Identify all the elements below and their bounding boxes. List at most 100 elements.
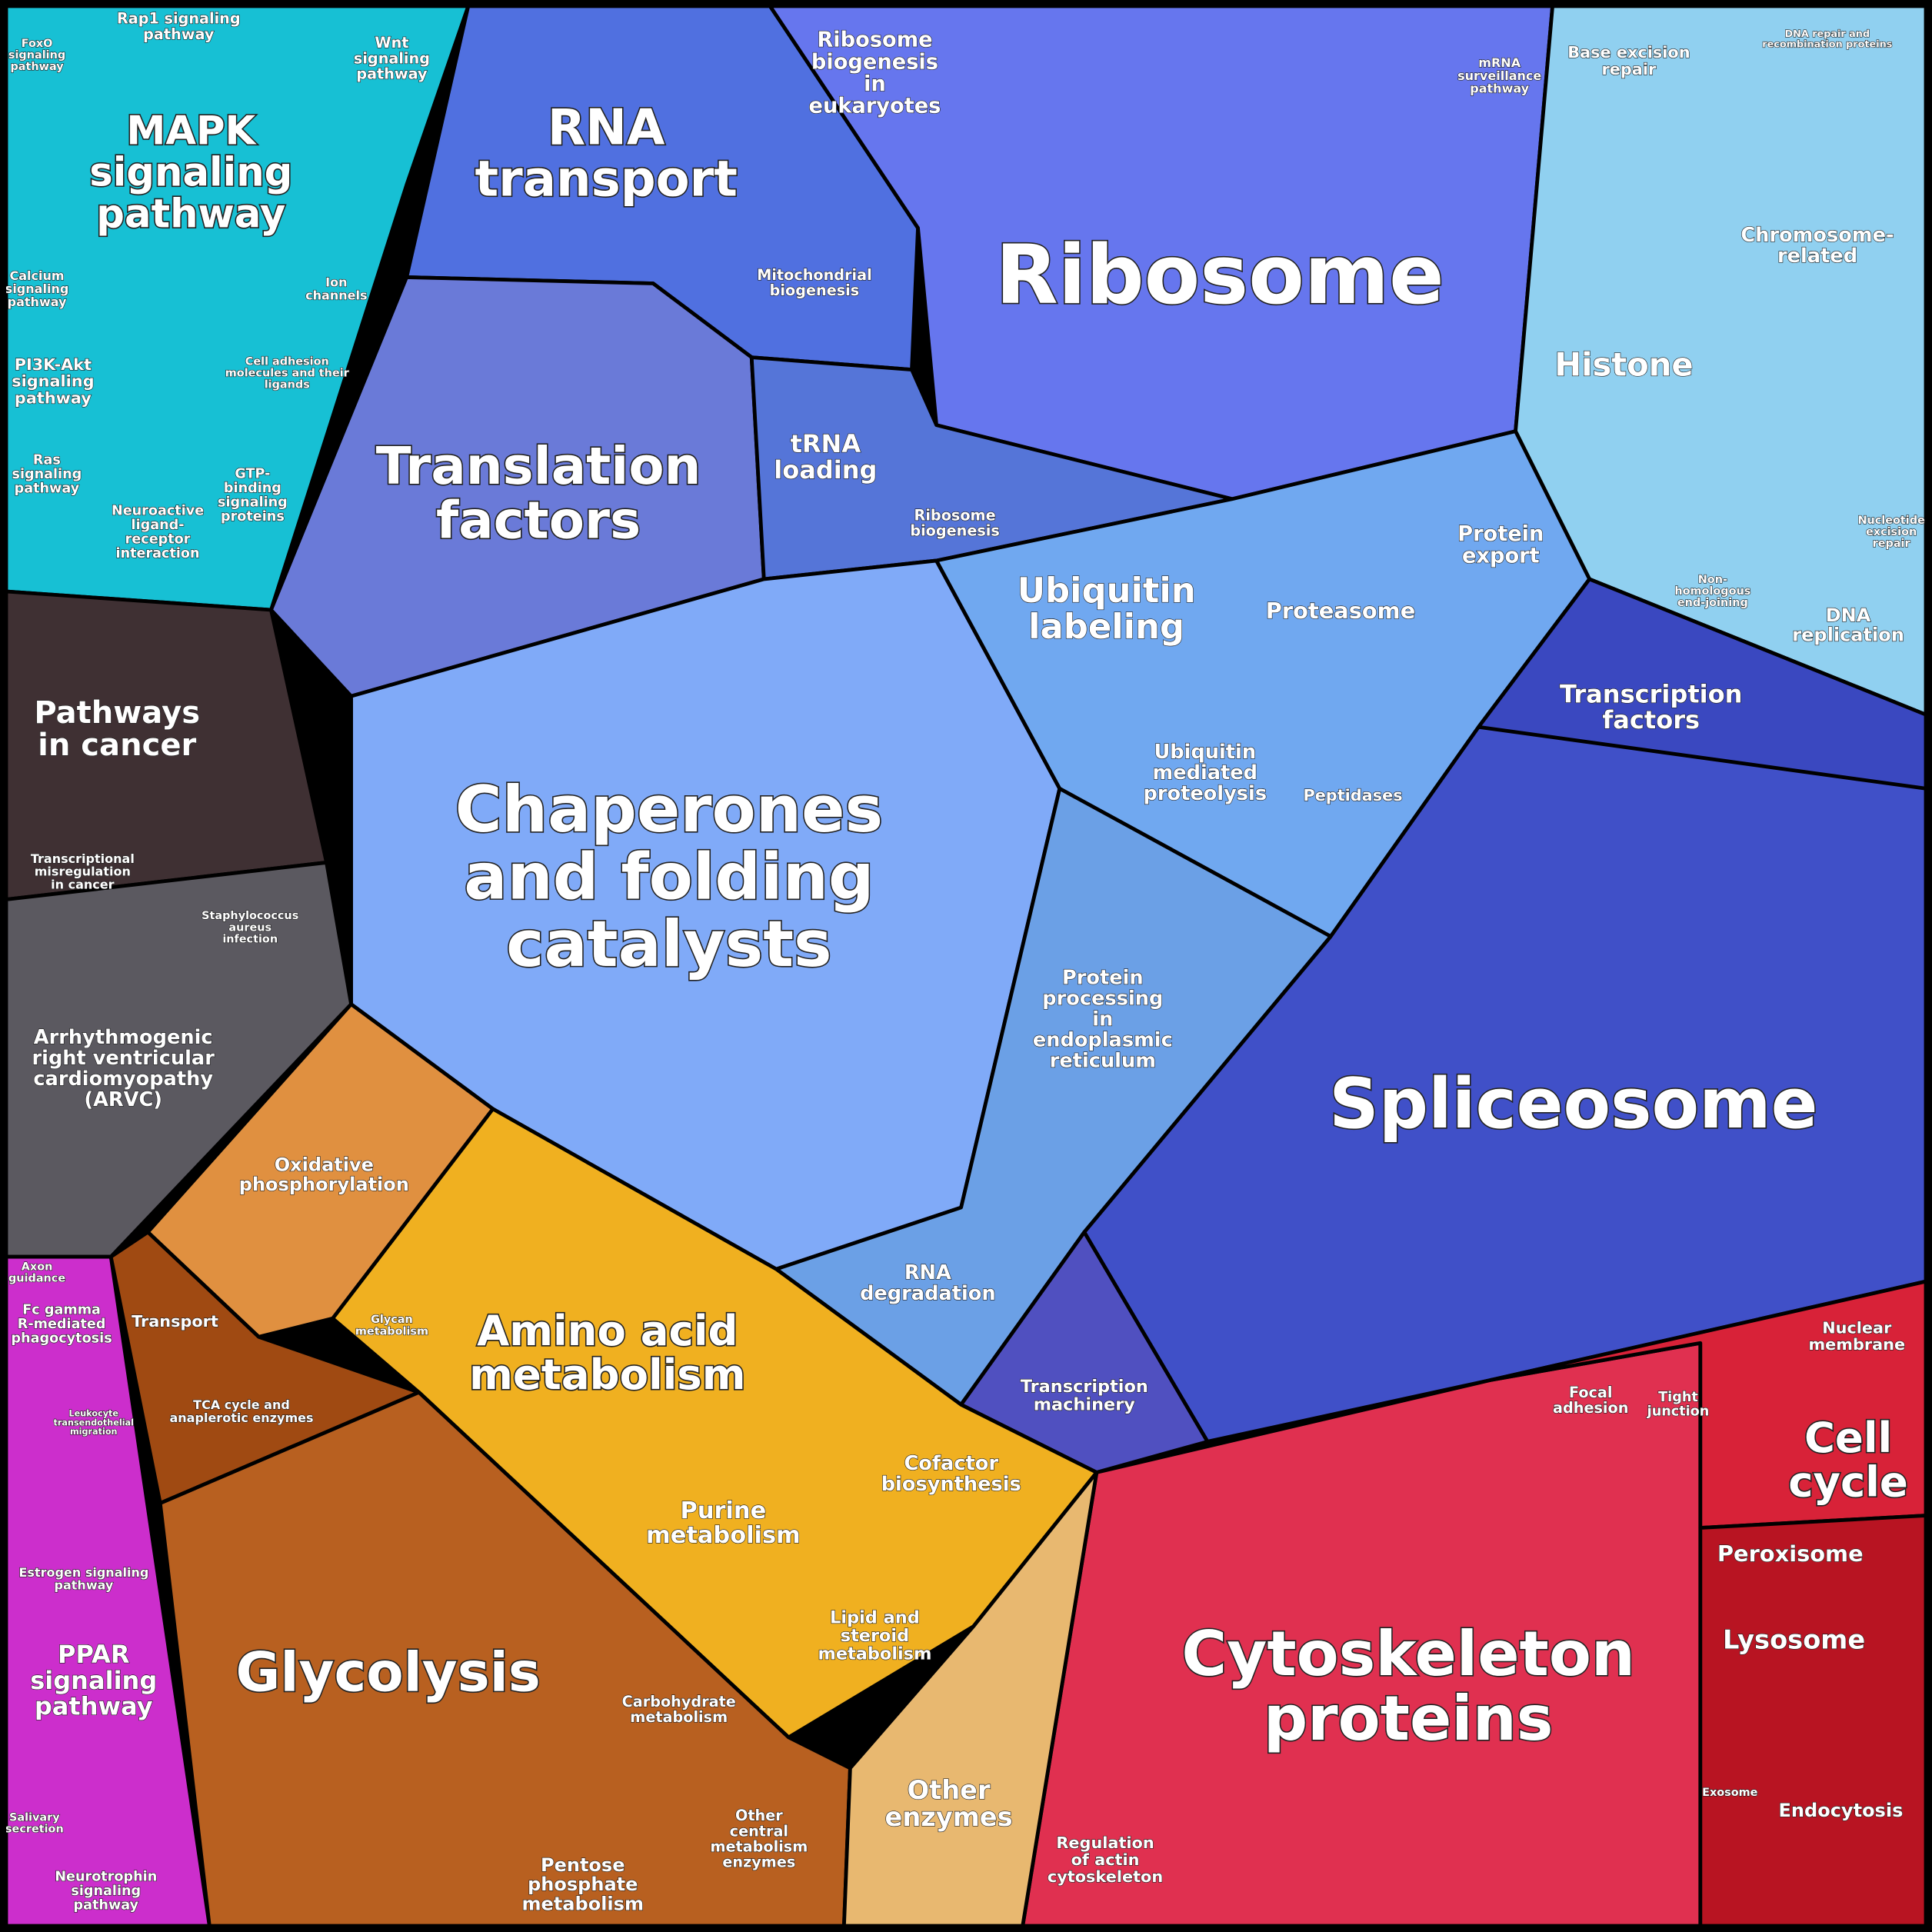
region-label: Ion — [325, 275, 347, 290]
region-label: mediated — [1153, 761, 1257, 784]
region-label: Proteasome — [1266, 598, 1416, 624]
region-label: Transcriptional — [31, 851, 135, 866]
region-label: secretion — [5, 1824, 64, 1836]
region-label: machinery — [1034, 1394, 1136, 1414]
region-label: cardiomyopathy — [33, 1068, 213, 1091]
region-label: Non- — [1698, 574, 1727, 586]
region-label: molecules and their — [225, 367, 350, 379]
region-label: pathway — [1470, 82, 1529, 96]
region-label: biogenesis — [770, 281, 860, 299]
region-label: Leukocyte — [69, 1409, 119, 1419]
region-label: DNA repair and — [1785, 28, 1870, 40]
region-label: R-mediated — [18, 1317, 106, 1332]
region-label: Peptidases — [1303, 786, 1402, 804]
region-label: Ribosome — [914, 506, 996, 524]
region-label: DNA — [1826, 605, 1871, 626]
region-label: signaling — [8, 49, 65, 62]
region-label: repair — [1873, 538, 1911, 550]
region-label: pathway — [143, 25, 215, 43]
lysosome-region — [1698, 1514, 1928, 1928]
region-label: binding — [224, 481, 281, 496]
region-label: biogenesis — [910, 521, 1000, 539]
region-label: endoplasmic — [1033, 1028, 1173, 1051]
region-label: PPAR — [58, 1640, 130, 1669]
region-label: factors — [1602, 705, 1700, 734]
region-label: pathway — [10, 61, 64, 73]
region-label: repair — [1602, 60, 1657, 78]
region-label: migration — [70, 1427, 118, 1437]
region-label: phosphorylation — [239, 1174, 409, 1195]
region-label: Estrogen signaling — [18, 1565, 148, 1580]
region-label: Spliceosome — [1329, 1064, 1817, 1144]
region-label: processing — [1042, 988, 1163, 1011]
region-label: membrane — [1808, 1335, 1905, 1354]
region-label: (ARVC) — [84, 1088, 162, 1111]
region-label: right ventricular — [32, 1047, 215, 1070]
region-label: Purine — [681, 1497, 767, 1524]
region-label: Carbohydrate — [622, 1693, 736, 1710]
region-label: ligands — [265, 379, 310, 391]
region-label: aureus — [228, 921, 271, 934]
region-label: and folding — [464, 839, 874, 914]
region-label: proteins — [221, 509, 285, 525]
region-label: Lysosome — [1723, 1624, 1865, 1654]
region-label: MAPK — [126, 108, 257, 155]
region-label: Chaperones — [455, 772, 883, 847]
region-label: homologous — [1674, 585, 1750, 598]
region-label: Oxidative — [275, 1154, 374, 1176]
region-label: Endocytosis — [1779, 1800, 1904, 1821]
region-label: FoxO — [22, 38, 53, 50]
region-label: Neuroactive — [112, 503, 204, 518]
region-label: Lipid and — [830, 1607, 920, 1627]
region-label: metabolism — [710, 1837, 808, 1855]
region-label: signaling — [89, 149, 292, 195]
region-label: phosphate — [528, 1874, 638, 1895]
region-label: Translation — [376, 436, 701, 496]
region-label: signaling — [12, 467, 82, 482]
region-label: signaling — [5, 281, 69, 296]
region-label: Histone — [1554, 345, 1693, 383]
region-label: ligand- — [132, 518, 185, 533]
region-label: eukaryotes — [809, 95, 941, 118]
region-label: metabolism — [522, 1893, 644, 1914]
regions — [4, 4, 1928, 1928]
region-label: transport — [475, 152, 738, 208]
region-label: Nucleotide — [1857, 515, 1925, 527]
tca-region — [108, 1230, 421, 1505]
region-label: Peroxisome — [1717, 1541, 1864, 1567]
region-label: pathway — [356, 65, 428, 83]
region-label: end-joining — [1677, 597, 1748, 609]
region-label: Chromosome- — [1740, 224, 1894, 247]
region-label: signaling — [218, 495, 288, 510]
region-label: tRNA — [791, 429, 861, 458]
region-label: Protein — [1457, 522, 1544, 546]
region-label: enzymes — [885, 1802, 1013, 1832]
oxidative-region — [145, 1002, 495, 1339]
region-label: signaling — [354, 49, 430, 67]
region-label: signaling — [12, 372, 94, 391]
region-label: GTP- — [235, 466, 270, 481]
region-label: infection — [222, 933, 278, 945]
region-label: Nuclear — [1822, 1318, 1892, 1337]
region-label: metabolism — [355, 1325, 428, 1337]
region-label: Ubiquitin — [1154, 741, 1256, 764]
region-label: labeling — [1028, 606, 1184, 647]
region-label: export — [1462, 545, 1540, 568]
region-label: of actin — [1071, 1850, 1140, 1869]
region-label: pathway — [8, 295, 67, 309]
region-label: Ras — [33, 452, 61, 468]
region-label: Mitochondrial — [757, 266, 871, 284]
region-label: biogenesis — [811, 50, 938, 74]
region-label: Wnt — [375, 34, 408, 52]
region-label: pathway — [15, 389, 92, 408]
region-label: proteins — [1264, 1683, 1554, 1754]
region-label: central — [730, 1822, 788, 1840]
region-label: Arrhythmogenic — [34, 1026, 213, 1049]
region-label: pathway — [96, 191, 285, 237]
region-label: cycle — [1788, 1457, 1908, 1506]
region-label: Cofactor — [904, 1452, 999, 1475]
region-label: proteolysis — [1143, 782, 1267, 805]
region-label: reticulum — [1050, 1049, 1156, 1072]
